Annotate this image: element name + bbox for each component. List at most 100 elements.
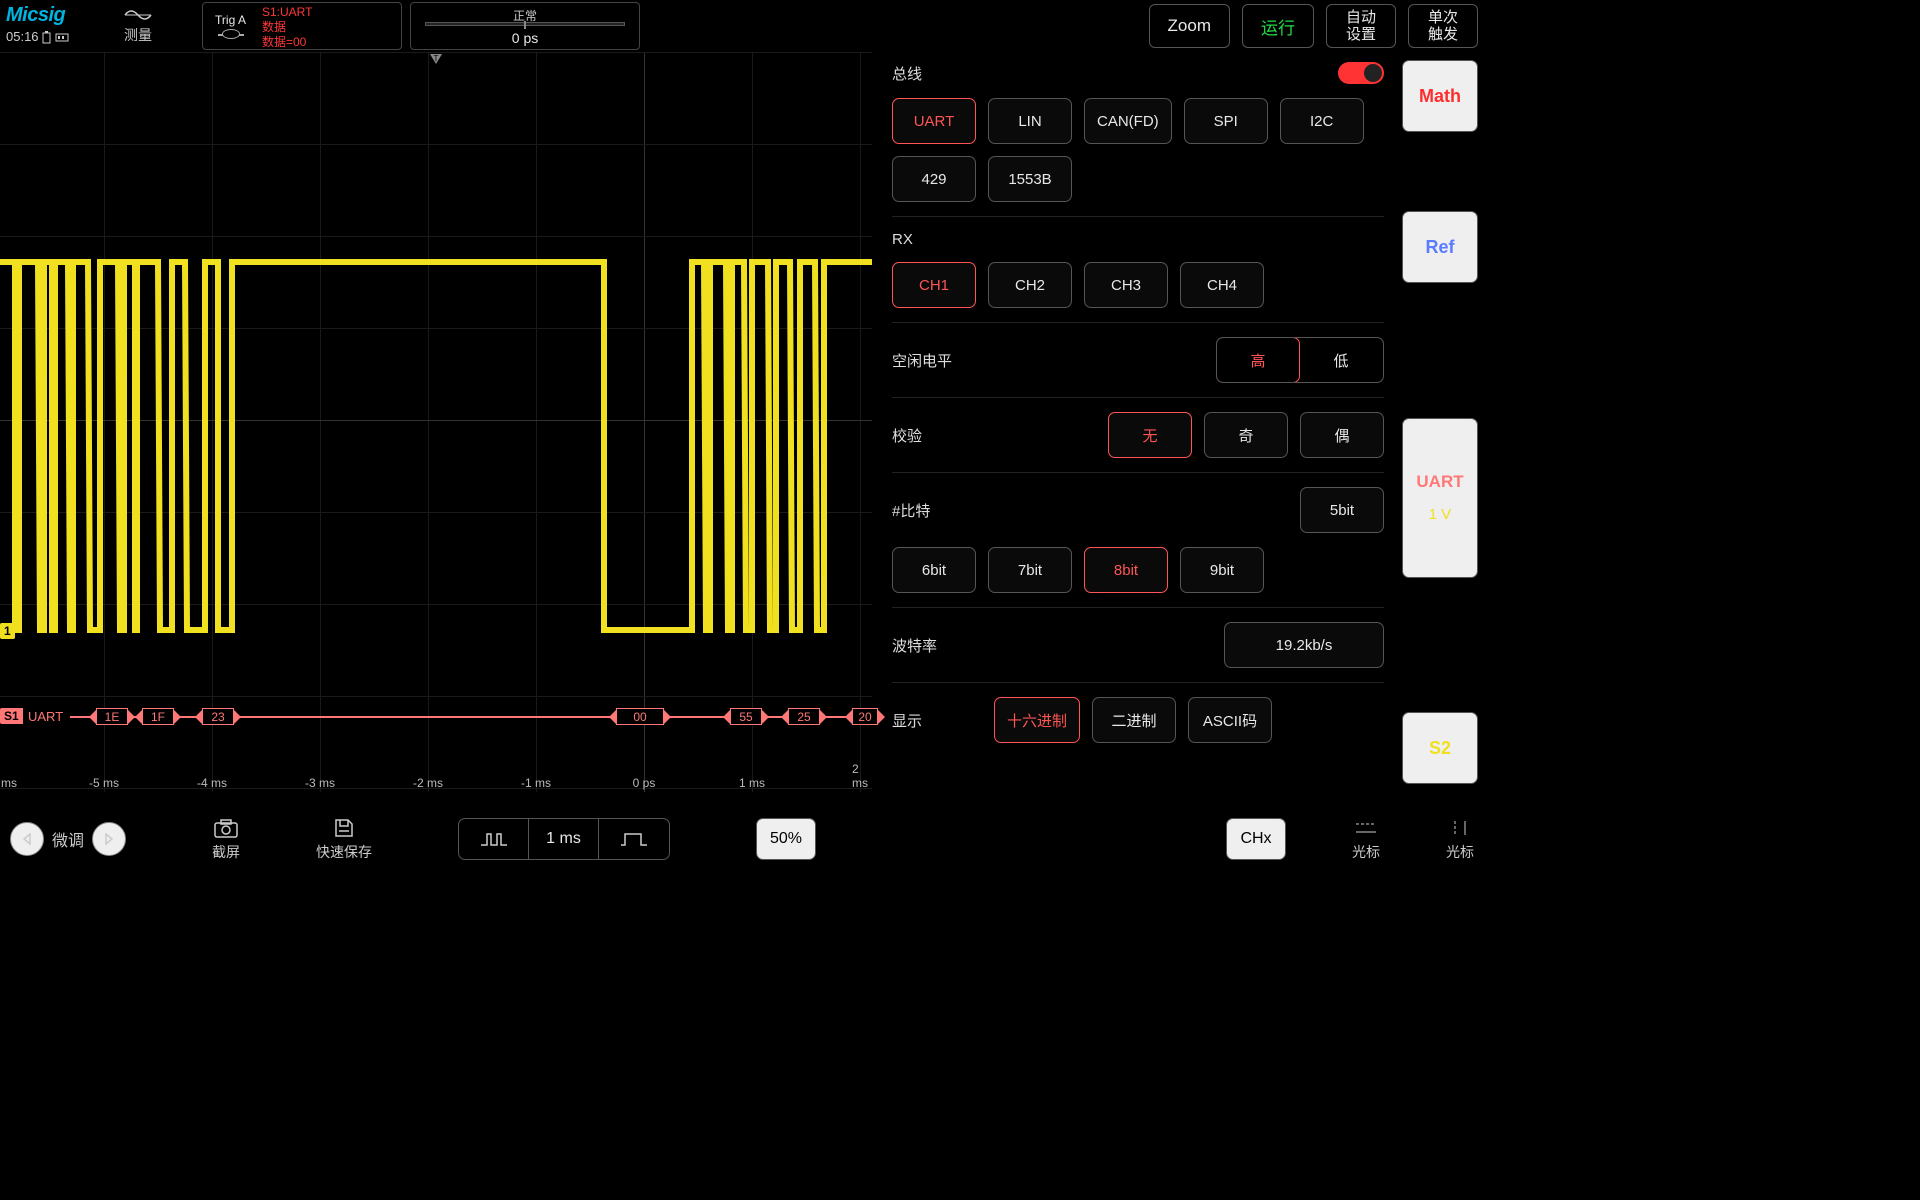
bottom-toolbar: 微调 截屏 快速保存 1 ms 50% CHx 光标 光标 xyxy=(0,808,1484,870)
cursor-h-button[interactable]: 光标 xyxy=(1352,817,1380,862)
display-label: 显示 xyxy=(892,710,982,731)
single-button[interactable]: 单次 触发 xyxy=(1408,4,1478,48)
rx-label: RX xyxy=(892,231,982,248)
bits-5bit[interactable]: 5bit xyxy=(1300,487,1384,533)
quicksave-label: 快速保存 xyxy=(316,842,372,862)
screenshot-label: 截屏 xyxy=(212,842,240,862)
timebase-control[interactable]: 1 ms xyxy=(458,818,670,860)
decode-frame: 25 xyxy=(788,708,820,725)
parity-奇[interactable]: 奇 xyxy=(1204,412,1288,458)
time-pos-value: 0 ps xyxy=(512,30,538,46)
bus-toggle[interactable] xyxy=(1338,62,1384,84)
clock-text: 05:16 xyxy=(6,29,39,44)
usb-icon xyxy=(55,31,69,43)
quicksave-button[interactable]: 快速保存 xyxy=(316,817,372,862)
protocol-uart[interactable]: UART xyxy=(892,98,976,144)
screenshot-button[interactable]: 截屏 xyxy=(212,817,240,862)
protocol-i2c[interactable]: I2C xyxy=(1280,98,1364,144)
bits-6bit[interactable]: 6bit xyxy=(892,547,976,593)
measure-label: 测量 xyxy=(124,25,152,45)
trigger-level-button[interactable]: 50% xyxy=(756,818,816,860)
protocol-1553b[interactable]: 1553B xyxy=(988,156,1072,202)
fine-right-button[interactable] xyxy=(92,822,126,856)
timebase-dec[interactable] xyxy=(459,819,529,859)
brand-logo: Micsig xyxy=(6,4,78,27)
ch1-badge[interactable]: 1 xyxy=(0,623,15,639)
idle-低[interactable]: 低 xyxy=(1299,338,1383,382)
parity-无[interactable]: 无 xyxy=(1108,412,1192,458)
idle-高[interactable]: 高 xyxy=(1216,337,1300,383)
autoset-l2: 设置 xyxy=(1346,26,1376,43)
parity-偶[interactable]: 偶 xyxy=(1300,412,1384,458)
single-l1: 单次 xyxy=(1428,9,1458,26)
svg-text:T: T xyxy=(434,54,439,63)
time-tick: -5 ms xyxy=(89,776,119,790)
display-options: 十六进制二进制 ASCII码 xyxy=(994,697,1272,743)
rx-ch1[interactable]: CH1 xyxy=(892,262,976,308)
trigger-cond: 数据 xyxy=(262,20,401,35)
bits-8bit[interactable]: 8bit xyxy=(1084,547,1168,593)
fine-label: 微调 xyxy=(52,827,84,851)
autoset-l1: 自动 xyxy=(1346,9,1376,26)
autoset-button[interactable]: 自动 设置 xyxy=(1326,4,1396,48)
measure-button[interactable]: 测量 xyxy=(78,0,198,52)
bits-r1: 5bit xyxy=(1300,487,1384,533)
sine-icon xyxy=(124,7,152,23)
chx-button[interactable]: CHx xyxy=(1226,818,1286,860)
s1-label: UART xyxy=(28,709,63,724)
protocol-lin[interactable]: LIN xyxy=(988,98,1072,144)
baud-button[interactable]: 19.2kb/s xyxy=(1224,622,1384,668)
protocol-429[interactable]: 429 xyxy=(892,156,976,202)
timebase-value[interactable]: 1 ms xyxy=(529,819,599,859)
rx-ch4[interactable]: CH4 xyxy=(1180,262,1264,308)
ref-button[interactable]: Ref xyxy=(1402,211,1478,283)
s1-proto: UART xyxy=(1416,472,1463,492)
s1-badge[interactable]: S1 xyxy=(0,708,23,724)
cursor-v-button[interactable]: 光标 xyxy=(1446,817,1474,862)
display-ascii码[interactable]: ASCII码 xyxy=(1188,697,1272,743)
memory-scrollbar[interactable] xyxy=(425,22,625,26)
s2-button[interactable]: S2 xyxy=(1402,712,1478,784)
single-l2: 触发 xyxy=(1428,26,1458,43)
time-tick: 0 ps xyxy=(633,776,656,790)
decode-frame: 1F xyxy=(142,708,174,725)
trigger-info[interactable]: Trig A S1:UART 数据 数据=00 xyxy=(202,2,402,50)
clock: 05:16 xyxy=(6,29,78,44)
battery-icon xyxy=(42,30,52,44)
time-tick: 1 ms xyxy=(739,776,765,790)
decode-row: S1 UART 1E1F2300552520 xyxy=(0,708,872,726)
pulse-wide-icon xyxy=(619,831,649,847)
decode-frame: 55 xyxy=(730,708,762,725)
time-tick: -3 ms xyxy=(305,776,335,790)
rx-ch2[interactable]: CH2 xyxy=(988,262,1072,308)
cursor-v-label: 光标 xyxy=(1446,842,1474,862)
bus-label: 总线 xyxy=(892,63,982,84)
display-十六进制[interactable]: 十六进制 xyxy=(994,697,1080,743)
idle-segment: 高低 xyxy=(1216,337,1384,383)
trigger-marker[interactable]: T xyxy=(428,52,444,73)
display-二进制[interactable]: 二进制 xyxy=(1092,697,1176,743)
zoom-button[interactable]: Zoom xyxy=(1149,4,1230,48)
run-button[interactable]: 运行 xyxy=(1242,4,1314,48)
trigger-data: 数据=00 xyxy=(262,35,401,50)
rx-ch3[interactable]: CH3 xyxy=(1084,262,1168,308)
trigger-source: S1:UART xyxy=(262,5,401,20)
time-position[interactable]: 正常 0 ps xyxy=(410,2,640,50)
s1-channel-button[interactable]: UART 1 V xyxy=(1402,418,1478,578)
bits-9bit[interactable]: 9bit xyxy=(1180,547,1264,593)
bits-7bit[interactable]: 7bit xyxy=(988,547,1072,593)
math-button[interactable]: Math xyxy=(1402,60,1478,132)
rx-options: CH1 CH2 CH3 CH4 xyxy=(892,262,1384,308)
fine-left-button[interactable] xyxy=(10,822,44,856)
timebase-inc[interactable] xyxy=(599,819,669,859)
waveform-display[interactable]: T 1 S1 UART 1E1F2300552520 -6 ms-5 ms-4 … xyxy=(0,52,872,792)
time-tick: -2 ms xyxy=(413,776,443,790)
protocol-can(fd)[interactable]: CAN(FD) xyxy=(1084,98,1172,144)
time-tick: -4 ms xyxy=(197,776,227,790)
time-tick: 2 ms xyxy=(852,762,868,790)
protocol-spi[interactable]: SPI xyxy=(1184,98,1268,144)
trigger-coupling-icon xyxy=(222,29,240,39)
protocol-row: UART LIN CAN(FD) SPI I2C 429 1553B xyxy=(892,98,1384,202)
s1-scale: 1 V xyxy=(1429,506,1452,523)
cursor-h-icon xyxy=(1354,820,1378,836)
